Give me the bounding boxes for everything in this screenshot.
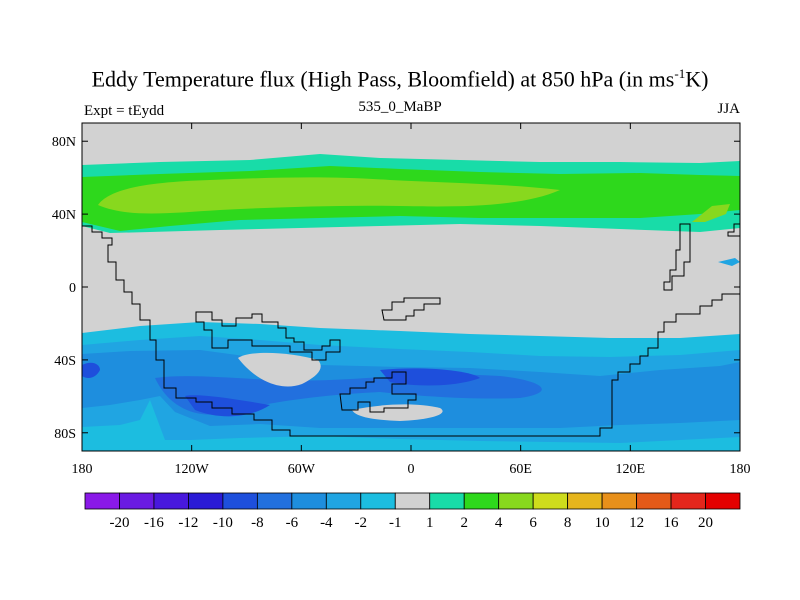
plot-title: Eddy Temperature flux (High Pass, Bloomf… xyxy=(91,66,709,92)
x-tick-label: 120W xyxy=(175,462,210,477)
colorbar-label: 16 xyxy=(664,515,680,531)
y-tick-label: 80S xyxy=(54,427,76,442)
neutral-hole-center xyxy=(352,404,443,421)
negative-east-blob xyxy=(718,258,740,266)
colorbar-label: 6 xyxy=(529,515,537,531)
coastline-east2 xyxy=(727,223,740,237)
colorbar-label: 2 xyxy=(460,515,468,531)
colorbar-label: -20 xyxy=(109,515,129,531)
colorbar-swatch xyxy=(636,492,672,510)
coastline-south xyxy=(339,371,417,413)
y-tick-label: 40N xyxy=(52,208,76,223)
colorbar-swatch xyxy=(119,492,155,510)
season-label: JJA xyxy=(717,101,740,117)
y-axis: 80N 40N 0 40S 80S xyxy=(52,135,740,442)
positive-band-east xyxy=(692,204,730,222)
colorbar-swatch xyxy=(463,492,500,510)
x-tick-label: 60E xyxy=(509,462,532,477)
colorbar-swatch xyxy=(84,492,120,510)
colorbar-swatch xyxy=(429,492,465,510)
colorbar-swatch xyxy=(291,492,327,510)
colorbar: -20 -16 -12 -10 -8 -6 -4 -2 -1 1 2 4 6 8 10 12 16 20 xyxy=(84,492,741,531)
colorbar-swatch xyxy=(601,492,637,510)
colorbar-swatch xyxy=(567,492,603,510)
colorbar-swatch xyxy=(498,492,534,510)
coastline-main xyxy=(82,225,740,437)
colorbar-swatch xyxy=(256,492,293,510)
x-axis: 180 120W 60W 0 60E 120E 180 xyxy=(72,123,751,477)
coastline-island xyxy=(381,297,441,321)
colorbar-swatch xyxy=(222,492,258,510)
neutral-hole-west xyxy=(238,352,321,387)
experiment-label: Expt = tEydd xyxy=(84,103,165,119)
colorbar-label: -8 xyxy=(251,515,264,531)
case-label: 535_0_MaBP xyxy=(358,99,442,115)
negative-band-west-blob xyxy=(82,362,100,378)
colorbar-label: 8 xyxy=(564,515,572,531)
colorbar-swatch xyxy=(394,492,431,510)
colorbar-swatch xyxy=(360,492,396,510)
coastline-east xyxy=(663,223,691,291)
colorbar-label: -12 xyxy=(178,515,198,531)
colorbar-label: -1 xyxy=(389,515,402,531)
colorbar-swatch xyxy=(188,492,224,510)
colorbar-label: 1 xyxy=(426,515,434,531)
positive-band-inner xyxy=(98,177,560,214)
negative-band-l5 xyxy=(185,395,270,417)
colorbar-label: -2 xyxy=(355,515,368,531)
colorbar-swatch xyxy=(705,492,741,510)
colorbar-label: -10 xyxy=(213,515,233,531)
y-tick-label: 0 xyxy=(69,281,76,296)
y-tick-label: 80N xyxy=(52,135,76,150)
coastline-africa-like xyxy=(195,311,341,361)
colorbar-label: -6 xyxy=(286,515,299,531)
x-tick-label: 180 xyxy=(72,462,93,477)
coastline-layer xyxy=(82,223,740,437)
colorbar-label: 4 xyxy=(495,515,503,531)
colorbar-swatch xyxy=(153,492,189,510)
colorbar-label: 10 xyxy=(595,515,610,531)
x-tick-label: 60W xyxy=(288,462,316,477)
y-tick-label: 40S xyxy=(54,354,76,369)
colorbar-label: -4 xyxy=(320,515,333,531)
x-tick-label: 180 xyxy=(730,462,751,477)
colorbar-swatch xyxy=(325,492,362,510)
colorbar-swatch xyxy=(670,492,706,510)
colorbar-label: -16 xyxy=(144,515,164,531)
x-tick-label: 120E xyxy=(616,462,646,477)
colorbar-swatch xyxy=(532,492,569,510)
negative-band-l6 xyxy=(380,368,480,386)
field-layer xyxy=(82,123,740,451)
colorbar-label: 12 xyxy=(629,515,644,531)
colorbar-label: 20 xyxy=(698,515,713,531)
x-tick-label: 0 xyxy=(408,462,415,477)
